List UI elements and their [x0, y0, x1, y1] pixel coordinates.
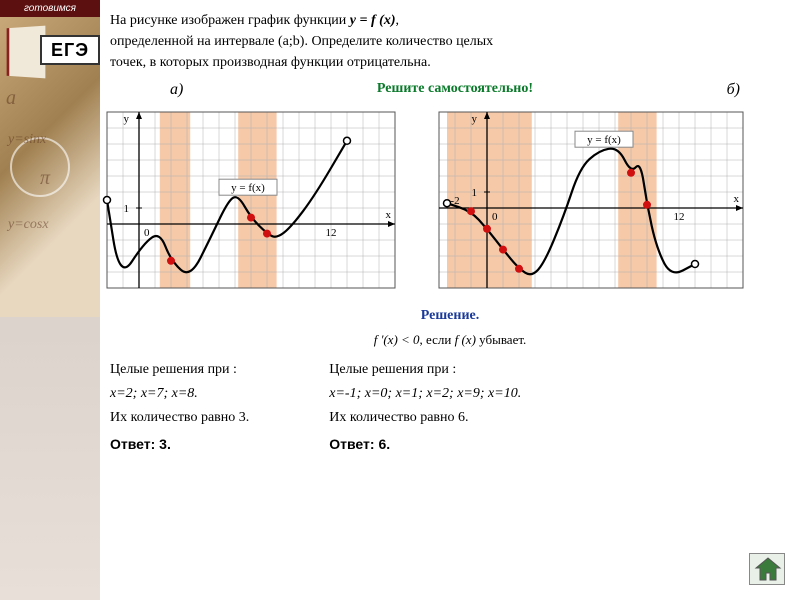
deco-text: a: [6, 87, 16, 110]
home-button[interactable]: [749, 553, 785, 585]
formula-mid: , если: [420, 332, 455, 347]
svg-text:1: 1: [472, 187, 478, 199]
svg-text:x: x: [734, 193, 740, 205]
svg-text:x: x: [386, 209, 392, 221]
deco-text: y=cosx: [8, 217, 49, 233]
formula-post: убывает.: [476, 332, 526, 347]
ans-b-t2: x=-1; x=0; x=1; x=2; x=9; x=10.: [329, 386, 521, 401]
chart-a: 1 0 12 y x y = f(x): [100, 105, 402, 300]
sidebar: готовимся a y=sinx π y=cosx ЕГЭ: [0, 0, 100, 600]
problem-line1-post: ,: [395, 13, 399, 28]
svg-text:y = f(x): y = f(x): [231, 182, 265, 194]
svg-text:-2: -2: [450, 195, 459, 207]
ans-a-t3: Их количество равно 3.: [110, 406, 249, 430]
formula-deriv: f '(x) < 0: [374, 332, 420, 347]
deco-text: π: [40, 167, 50, 190]
ans-a-final: Ответ: 3.: [110, 433, 249, 457]
deco-text: y=sinx: [8, 132, 46, 148]
answer-b: Целые решения при : x=-1; x=0; x=1; x=2;…: [329, 358, 521, 457]
home-icon: [750, 554, 786, 586]
svg-text:12: 12: [326, 227, 337, 239]
problem-func: y = f (x): [350, 13, 396, 28]
svg-text:y: y: [472, 113, 478, 125]
problem-line3: точек, в которых производная функции отр…: [110, 55, 431, 70]
main-content: На рисунке изображен график функции y = …: [110, 10, 790, 457]
solution-label: Решение.: [421, 308, 479, 323]
answer-a: Целые решения при : x=2; x=7; x=8. Их ко…: [110, 358, 249, 457]
svg-text:y = f(x): y = f(x): [587, 134, 621, 146]
sidebar-top-label: готовимся: [0, 0, 100, 17]
chart-a-label: а): [170, 81, 183, 99]
ans-b-t1: Целые решения при :: [329, 358, 521, 382]
solve-self-label: Решите самостоятельно!: [377, 81, 533, 99]
ans-b-t3: Их количество равно 6.: [329, 406, 521, 430]
problem-statement: На рисунке изображен график функции y = …: [110, 10, 790, 73]
svg-text:0: 0: [144, 227, 150, 239]
answers-row: Целые решения при : x=2; x=7; x=8. Их ко…: [110, 358, 790, 457]
problem-line1-pre: На рисунке изображен график функции: [110, 13, 350, 28]
formula-row: f '(x) < 0, если f (x) убывает.: [110, 332, 790, 348]
ans-a-t1: Целые решения при :: [110, 358, 249, 382]
ans-b-final: Ответ: 6.: [329, 433, 521, 457]
formula-fn: f (x): [455, 332, 476, 347]
svg-text:1: 1: [124, 203, 130, 215]
ans-a-t2: x=2; x=7; x=8.: [110, 386, 198, 401]
chart-b: 1 0 12 -2 y x y = f(x): [432, 105, 750, 300]
svg-text:y: y: [124, 113, 130, 125]
chart-b-label: б): [727, 81, 740, 99]
ege-badge: ЕГЭ: [40, 35, 100, 65]
svg-text:12: 12: [674, 211, 685, 223]
chart-labels-row: а) Решите самостоятельно! б): [110, 81, 790, 99]
charts-row: 1 0 12 y x y = f(x) 1 0 12 -2 y x y = f(x): [100, 105, 790, 300]
problem-line2: определенной на интервале (a;b). Определ…: [110, 34, 493, 49]
svg-text:0: 0: [492, 211, 498, 223]
